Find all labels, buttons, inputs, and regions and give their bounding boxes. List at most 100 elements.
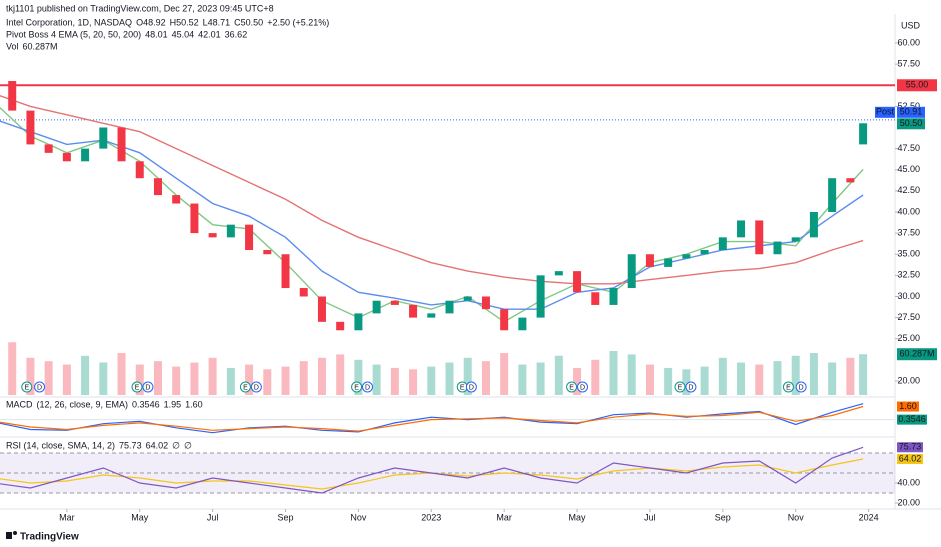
volume-bar xyxy=(8,342,17,395)
post-value: 50.91 xyxy=(900,107,923,117)
volume-bar xyxy=(846,357,855,395)
event-marker xyxy=(782,381,794,393)
candle xyxy=(226,224,235,238)
rsi-legend: ∅ xyxy=(172,440,180,450)
candle xyxy=(409,304,418,318)
y-tick-label: 25.00 xyxy=(897,333,920,343)
volume-bar xyxy=(26,357,35,395)
x-tick-label: 2024 xyxy=(859,512,879,522)
x-tick-label: Nov xyxy=(788,512,805,522)
y-tick-label: 32.50 xyxy=(897,270,920,280)
rsi-legend: ∅ xyxy=(184,440,192,450)
volume-bar xyxy=(859,354,868,395)
ohlc-value: C50.50 xyxy=(234,17,263,27)
event-letter: D xyxy=(145,384,150,391)
macd-legend: 1.60 xyxy=(185,399,203,409)
volume-bar xyxy=(809,353,818,395)
y-tick-label: 37.50 xyxy=(897,227,920,237)
candle xyxy=(518,317,527,331)
candle xyxy=(299,288,308,297)
y-tick-label: 52.50 xyxy=(897,101,920,111)
y-tick-label: 45.00 xyxy=(897,164,920,174)
volume-bar xyxy=(828,362,837,395)
candle xyxy=(664,258,673,267)
candle xyxy=(609,288,618,305)
rsi-label: 75.73 xyxy=(899,442,922,452)
volume-bar xyxy=(700,366,709,395)
volume-bar xyxy=(573,367,582,395)
indicator-name: Pivot Boss 4 EMA (5, 20, 50, 200) xyxy=(6,29,141,39)
volume-bar xyxy=(81,355,90,395)
volume-bar xyxy=(773,361,782,395)
last-price-label: 50.50 xyxy=(900,118,923,128)
candle xyxy=(859,123,868,145)
x-tick-label: 2023 xyxy=(421,512,441,522)
volume-bar xyxy=(755,364,764,395)
event-marker xyxy=(351,381,363,393)
event-marker xyxy=(685,381,697,393)
y-tick-label: 20.00 xyxy=(897,375,920,385)
hist-label-box xyxy=(897,414,927,425)
volume-bar xyxy=(208,357,217,395)
candle xyxy=(81,148,90,162)
y-tick-label: 35.00 xyxy=(897,249,920,259)
candle xyxy=(135,161,144,179)
y-tick-label: 47.50 xyxy=(897,143,920,153)
x-tick-label: Jul xyxy=(207,512,219,522)
volume-bar xyxy=(463,357,472,395)
rsi-tick-label: 20.00 xyxy=(897,497,920,507)
candle xyxy=(263,250,272,255)
volume-bar xyxy=(226,367,235,395)
volume-bar xyxy=(354,359,363,395)
volume-bar xyxy=(117,353,126,395)
x-tick-label: May xyxy=(131,512,149,522)
volume-bar xyxy=(62,364,71,395)
volume-bar xyxy=(299,361,308,395)
candle xyxy=(682,254,691,259)
event-marker xyxy=(465,381,477,393)
event-marker xyxy=(131,381,143,393)
volume-bar xyxy=(737,362,746,395)
volume-bar xyxy=(791,355,800,395)
event-letter: D xyxy=(799,384,804,391)
rsi-line xyxy=(0,446,864,494)
candle xyxy=(627,254,636,289)
post-label-box xyxy=(875,106,895,118)
macd-legend: MACD xyxy=(6,399,33,409)
candle xyxy=(791,237,800,242)
candle xyxy=(554,271,563,276)
indicator-value: 48.01 xyxy=(145,29,168,39)
publisher: tkj1101 published on TradingView.com, De… xyxy=(6,3,274,13)
volume-bar xyxy=(481,361,490,395)
y-tick-label: 42.50 xyxy=(897,185,920,195)
rsi-ma-label-box xyxy=(897,453,923,464)
candle xyxy=(573,271,582,293)
event-letter: D xyxy=(688,384,693,391)
candle xyxy=(500,309,509,331)
volume-value: 60.287M xyxy=(23,41,58,51)
candle xyxy=(354,313,363,331)
candle xyxy=(536,275,545,318)
indicator-value: 45.04 xyxy=(172,29,195,39)
post-value-box xyxy=(897,106,925,118)
candle xyxy=(773,241,782,255)
volume-bar xyxy=(336,354,345,395)
candle xyxy=(846,178,855,183)
rsi-tick-label: 40.00 xyxy=(897,477,920,487)
candle xyxy=(445,300,454,314)
hist-label: 0.3546 xyxy=(898,414,926,424)
volume-bar xyxy=(645,364,654,395)
candle xyxy=(372,300,381,314)
macd-legend: 1.95 xyxy=(164,399,182,409)
volume-bar xyxy=(500,353,509,395)
volume-bar xyxy=(317,357,326,395)
event-marker xyxy=(142,381,154,393)
candle xyxy=(62,152,71,162)
volume-bar xyxy=(372,364,381,395)
macd-legend: (12, 26, close, 9, EMA) xyxy=(37,399,129,409)
candle xyxy=(390,300,399,305)
x-tick-label: Jul xyxy=(644,512,656,522)
candle xyxy=(755,220,764,255)
price-change: +2.50 (+5.21%) xyxy=(267,17,329,27)
